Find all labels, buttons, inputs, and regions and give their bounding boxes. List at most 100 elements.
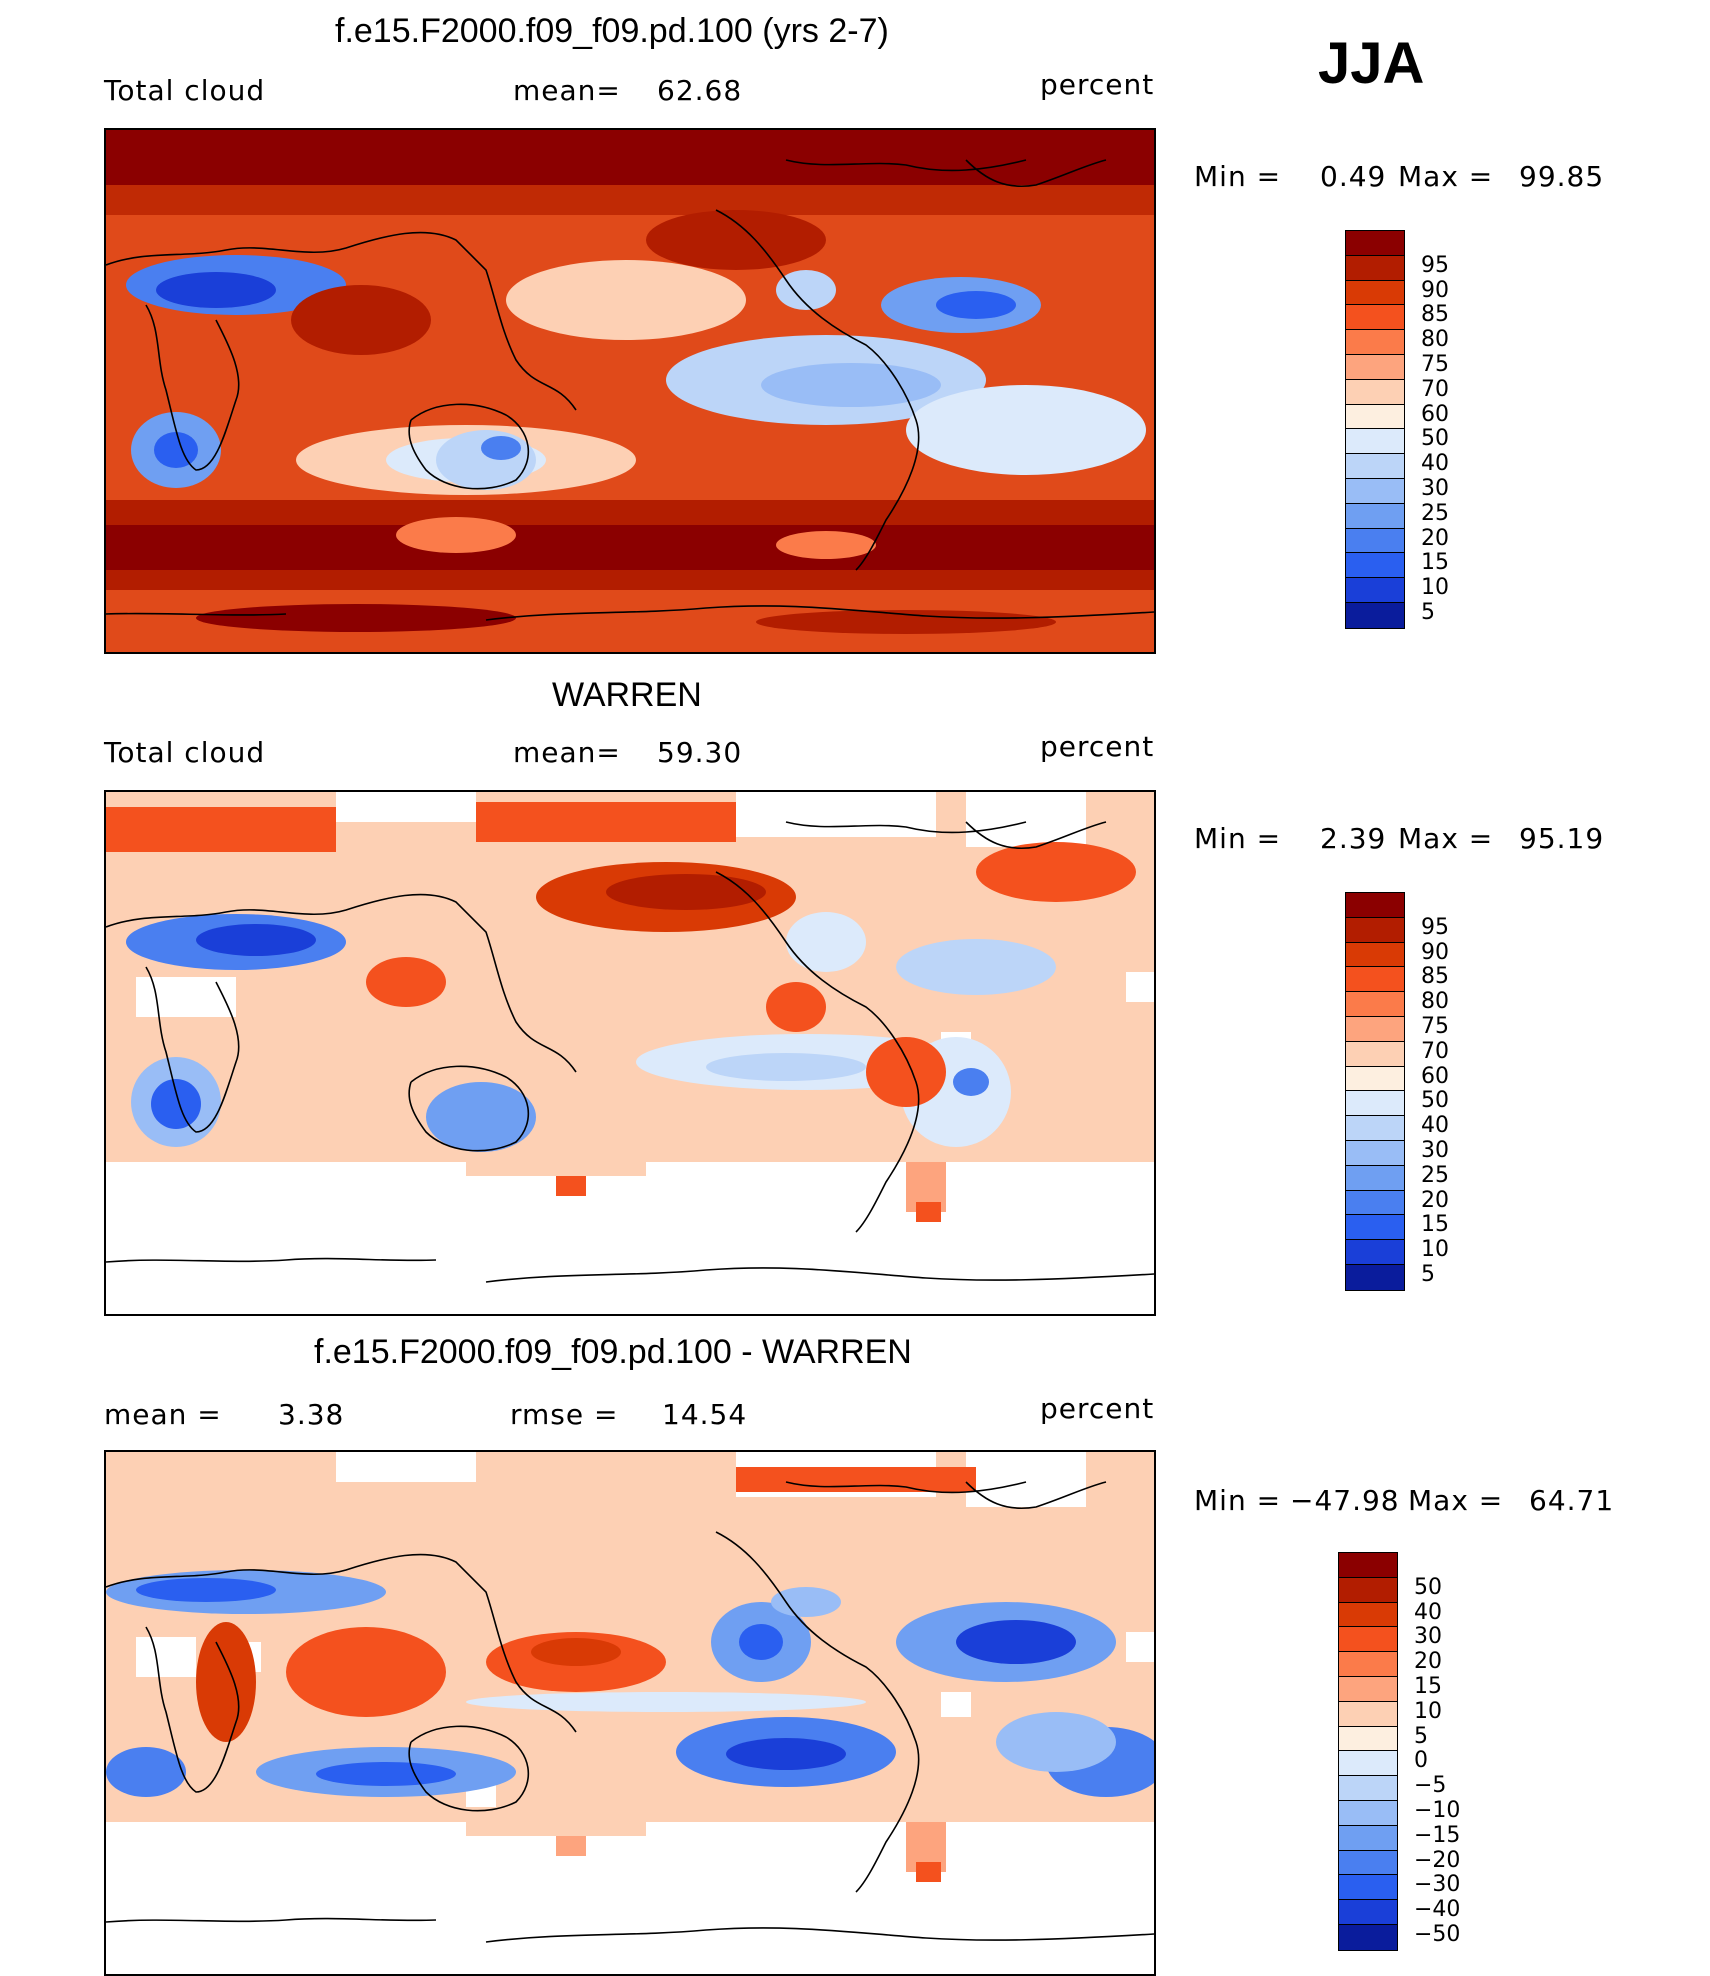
colorbar-tick-label: 25 bbox=[1421, 500, 1449, 526]
colorbar-swatch bbox=[1339, 1701, 1397, 1727]
colorbar-swatch bbox=[1339, 1577, 1397, 1603]
colorbar-tick-label: 90 bbox=[1421, 277, 1449, 303]
colorbar-tick-label: 20 bbox=[1421, 525, 1449, 551]
colorbar-tick-label: 50 bbox=[1421, 1088, 1449, 1114]
panel-3-colorbar bbox=[1338, 1552, 1398, 1951]
colorbar-tick-label: 15 bbox=[1421, 550, 1449, 576]
colorbar-tick-label: 20 bbox=[1414, 1649, 1442, 1675]
panel-1-map bbox=[104, 128, 1156, 654]
colorbar-swatch bbox=[1339, 1553, 1397, 1578]
colorbar-swatch bbox=[1346, 1041, 1404, 1067]
colorbar-swatch bbox=[1346, 1215, 1404, 1241]
colorbar-tick-label: 5 bbox=[1421, 1262, 1435, 1287]
colorbar-swatch bbox=[1339, 1751, 1397, 1777]
colorbar-tick-label: 25 bbox=[1421, 1162, 1449, 1188]
colorbar-swatch bbox=[1346, 1140, 1404, 1166]
colorbar-swatch bbox=[1346, 1240, 1404, 1265]
colorbar-tick-label: −30 bbox=[1414, 1872, 1461, 1898]
colorbar-swatch bbox=[1346, 454, 1404, 479]
panel-3-mean-value: 3.38 bbox=[278, 1398, 345, 1431]
season-label: JJA bbox=[1318, 31, 1425, 96]
panel-3-max-label: Max = bbox=[1408, 1484, 1504, 1517]
colorbar-swatch bbox=[1339, 1875, 1397, 1901]
panel-1-mean-label: mean= bbox=[513, 74, 621, 107]
colorbar-tick-label: 40 bbox=[1414, 1599, 1442, 1625]
colorbar-tick-label: 85 bbox=[1421, 302, 1449, 328]
colorbar-tick-label: −15 bbox=[1414, 1822, 1461, 1848]
panel-2-min-value: 2.39 bbox=[1320, 822, 1387, 855]
colorbar-swatch bbox=[1339, 1676, 1397, 1702]
colorbar-swatch bbox=[1339, 1776, 1397, 1801]
colorbar-swatch bbox=[1346, 478, 1404, 504]
panel-3-rmse-label: rmse = bbox=[510, 1398, 619, 1431]
colorbar-swatch bbox=[1339, 1602, 1397, 1628]
colorbar-tick-label: 30 bbox=[1414, 1624, 1442, 1650]
colorbar-tick-label: 50 bbox=[1414, 1574, 1442, 1600]
colorbar-swatch bbox=[1346, 553, 1404, 579]
colorbar-swatch bbox=[1346, 404, 1404, 430]
panel-2-variable-label: Total cloud bbox=[104, 736, 266, 769]
colorbar-tick-label: 15 bbox=[1421, 1212, 1449, 1238]
colorbar-tick-label: 20 bbox=[1421, 1187, 1449, 1213]
colorbar-tick-label: 10 bbox=[1414, 1698, 1442, 1724]
colorbar-swatch bbox=[1346, 942, 1404, 968]
colorbar-tick-label: 80 bbox=[1421, 989, 1449, 1015]
panel-1-max-label: Max = bbox=[1398, 160, 1494, 193]
panel-1-min-label: Min = bbox=[1194, 160, 1282, 193]
panel-3-mean-label: mean = bbox=[104, 1398, 222, 1431]
panel-2-title: WARREN bbox=[552, 676, 702, 714]
panel-3-min-value: −47.98 bbox=[1290, 1484, 1400, 1517]
panel-1-units: percent bbox=[1040, 68, 1155, 101]
panel-3-title: f.e15.F2000.f09_f09.pd.100 - WARREN bbox=[314, 1333, 912, 1371]
panel-2-mean-value: 59.30 bbox=[657, 736, 743, 769]
colorbar-tick-label: −10 bbox=[1414, 1798, 1461, 1823]
panel-3-units: percent bbox=[1040, 1392, 1155, 1425]
colorbar-tick-label: 15 bbox=[1414, 1674, 1442, 1699]
panel-2-mean-label: mean= bbox=[513, 736, 621, 769]
colorbar-tick-label: 60 bbox=[1421, 401, 1449, 427]
colorbar-swatch bbox=[1346, 1190, 1404, 1216]
colorbar-swatch bbox=[1346, 1116, 1404, 1141]
panel-2-max-value: 95.19 bbox=[1519, 822, 1605, 855]
colorbar-tick-label: 30 bbox=[1421, 1138, 1449, 1163]
colorbar-swatch bbox=[1339, 1726, 1397, 1752]
colorbar-swatch bbox=[1346, 893, 1404, 918]
colorbar-swatch bbox=[1346, 305, 1404, 331]
colorbar-tick-label: 60 bbox=[1421, 1063, 1449, 1089]
panel-3-map bbox=[104, 1450, 1156, 1976]
colorbar-tick-label: 95 bbox=[1421, 914, 1449, 940]
panel-2-min-label: Min = bbox=[1194, 822, 1282, 855]
colorbar-swatch bbox=[1346, 354, 1404, 380]
colorbar-tick-label: 90 bbox=[1421, 939, 1449, 965]
panel-3-max-value: 64.71 bbox=[1529, 1484, 1615, 1517]
colorbar-swatch bbox=[1346, 1264, 1404, 1290]
colorbar-swatch bbox=[1346, 917, 1404, 943]
colorbar-tick-label: 70 bbox=[1421, 1038, 1449, 1064]
colorbar-swatch bbox=[1346, 1066, 1404, 1092]
panel-1-mean-value: 62.68 bbox=[657, 74, 743, 107]
panel-2-colorbar bbox=[1345, 892, 1405, 1291]
panel-1-variable-label: Total cloud bbox=[104, 74, 266, 107]
colorbar-swatch bbox=[1339, 1825, 1397, 1851]
colorbar-swatch bbox=[1346, 379, 1404, 405]
panel-2-map bbox=[104, 790, 1156, 1316]
colorbar-tick-label: 85 bbox=[1421, 964, 1449, 990]
colorbar-tick-label: −40 bbox=[1414, 1897, 1461, 1923]
colorbar-tick-label: 95 bbox=[1421, 252, 1449, 278]
panel-1-title: f.e15.F2000.f09_f09.pd.100 (yrs 2-7) bbox=[335, 12, 889, 50]
colorbar-swatch bbox=[1339, 1652, 1397, 1677]
panel-1-max-value: 99.85 bbox=[1519, 160, 1605, 193]
colorbar-swatch bbox=[1346, 503, 1404, 529]
colorbar-tick-label: −50 bbox=[1414, 1922, 1461, 1947]
colorbar-tick-label: −20 bbox=[1414, 1847, 1461, 1873]
panel-1-colorbar bbox=[1345, 230, 1405, 629]
colorbar-swatch bbox=[1346, 602, 1404, 628]
colorbar-tick-label: 5 bbox=[1414, 1723, 1428, 1749]
colorbar-swatch bbox=[1346, 992, 1404, 1017]
colorbar-swatch bbox=[1346, 231, 1404, 256]
colorbar-tick-label: 80 bbox=[1421, 327, 1449, 353]
colorbar-swatch bbox=[1346, 578, 1404, 603]
colorbar-tick-label: 50 bbox=[1421, 426, 1449, 452]
panel-2-units: percent bbox=[1040, 730, 1155, 763]
colorbar-tick-label: 40 bbox=[1421, 451, 1449, 477]
